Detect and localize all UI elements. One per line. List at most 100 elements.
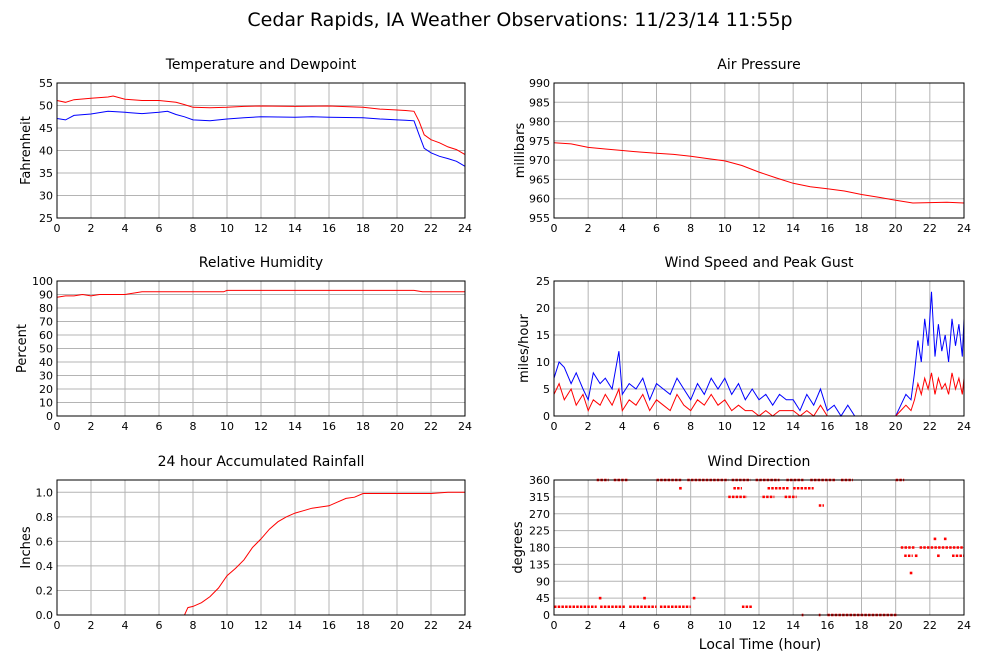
- y-tick-label: 15: [536, 329, 550, 342]
- x-tick-label: 4: [619, 619, 626, 632]
- panel-title-rain: 24 hour Accumulated Rainfall: [158, 454, 365, 470]
- direction-point: [943, 537, 947, 541]
- x-tick-label: 18: [356, 222, 370, 235]
- y-tick-label: 40: [39, 145, 53, 158]
- y-tick-label: 180: [529, 542, 550, 555]
- direction-point: [933, 537, 937, 541]
- series-line-rain-0: [57, 491, 465, 616]
- x-tick-label: 22: [923, 222, 937, 235]
- x-tick-label: 18: [356, 619, 370, 632]
- y-tick-label: 50: [39, 100, 53, 113]
- y-axis-label-rain: Inches: [19, 526, 34, 568]
- x-tick-label: 22: [424, 619, 438, 632]
- x-tick-label: 4: [122, 619, 129, 632]
- grid-rain: [57, 480, 465, 615]
- y-tick-label: 135: [529, 558, 550, 571]
- x-tick-label: 24: [957, 619, 971, 632]
- panel-title-direction: Wind Direction: [708, 454, 811, 470]
- x-tick-label: 10: [718, 222, 732, 235]
- x-tick-label: 2: [585, 619, 592, 632]
- y-tick-label: 315: [529, 491, 550, 504]
- x-tick-label: 4: [122, 222, 129, 235]
- x-tick-label: 8: [687, 420, 694, 433]
- direction-point: [598, 596, 602, 600]
- x-tick-label: 24: [458, 420, 472, 433]
- plot-frame-humidity: [56, 280, 466, 417]
- x-tick-label: 10: [718, 619, 732, 632]
- y-axis-label-pressure: millibars: [513, 123, 528, 179]
- plot-frame-temp: [56, 82, 466, 219]
- y-tick-label: 10: [536, 356, 550, 369]
- x-tick-label: 12: [254, 619, 268, 632]
- series-line-temp-0: [56, 95, 466, 156]
- y-tick-label: 965: [529, 173, 550, 186]
- y-tick-label: 0.6: [36, 535, 54, 548]
- grid-direction: [554, 480, 964, 615]
- direction-point: [914, 554, 918, 558]
- x-tick-label: 10: [220, 420, 234, 433]
- x-tick-label: 16: [820, 420, 834, 433]
- x-tick-label: 14: [288, 420, 302, 433]
- y-tick-label: 0: [543, 410, 550, 423]
- y-tick-label: 990: [529, 77, 550, 90]
- x-tick-label: 10: [718, 420, 732, 433]
- grid-humidity: [57, 281, 465, 416]
- y-tick-label: 225: [529, 525, 550, 538]
- panel-title-wind: Wind Speed and Peak Gust: [665, 255, 854, 271]
- y-tick-label: 0.2: [36, 584, 54, 597]
- y-tick-label: 0.8: [36, 511, 54, 524]
- figure-title: Cedar Rapids, IA Weather Observations: 1…: [247, 9, 792, 31]
- direction-point: [643, 596, 646, 600]
- y-tick-label: 25: [536, 275, 550, 288]
- x-tick-label: 16: [820, 619, 834, 632]
- y-tick-label: 360: [529, 474, 550, 487]
- series-line-wind-0: [553, 291, 965, 417]
- x-tick-label: 22: [923, 420, 937, 433]
- y-tick-label: 30: [39, 190, 53, 203]
- x-tick-label: 20: [889, 222, 903, 235]
- x-tick-label: 10: [220, 222, 234, 235]
- x-tick-label: 14: [786, 222, 800, 235]
- y-tick-label: 45: [39, 122, 53, 135]
- direction-point: [937, 554, 940, 558]
- direction-point: [909, 571, 913, 575]
- x-tick-label: 18: [855, 222, 869, 235]
- x-tick-label: 22: [424, 222, 438, 235]
- x-tick-label: 20: [889, 420, 903, 433]
- x-tick-label: 2: [88, 420, 95, 433]
- series-line-pressure-0: [553, 142, 965, 204]
- x-tick-label: 0: [54, 619, 61, 632]
- x-tick-label: 8: [687, 222, 694, 235]
- x-tick-label: 20: [390, 420, 404, 433]
- x-tick-label: 0: [54, 420, 61, 433]
- y-tick-label: 10: [39, 397, 53, 410]
- x-tick-label: 4: [619, 222, 626, 235]
- grid-pressure: [554, 83, 964, 218]
- y-tick-label: 100: [32, 275, 53, 288]
- x-tick-label: 22: [424, 420, 438, 433]
- x-tick-label: 2: [585, 222, 592, 235]
- y-tick-label: 955: [529, 212, 550, 225]
- x-tick-label: 8: [687, 619, 694, 632]
- y-tick-label: 985: [529, 96, 550, 109]
- y-tick-label: 20: [39, 383, 53, 396]
- y-tick-label: 0: [543, 609, 550, 622]
- x-tick-label: 8: [190, 420, 197, 433]
- y-tick-label: 70: [39, 316, 53, 329]
- x-tick-label: 16: [322, 222, 336, 235]
- y-tick-label: 50: [39, 343, 53, 356]
- x-tick-label: 18: [855, 420, 869, 433]
- series-line-temp-1: [56, 110, 466, 167]
- x-tick-label: 6: [653, 619, 660, 632]
- x-tick-label: 24: [957, 420, 971, 433]
- x-tick-label: 14: [288, 222, 302, 235]
- y-tick-label: 55: [39, 77, 53, 90]
- grid-temp: [57, 83, 465, 218]
- x-tick-label: 12: [752, 420, 766, 433]
- x-tick-label: 14: [288, 619, 302, 632]
- x-tick-label: 24: [458, 619, 472, 632]
- x-tick-label: 6: [156, 619, 163, 632]
